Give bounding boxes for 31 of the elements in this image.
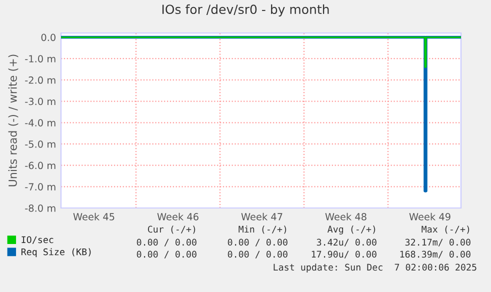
chart-title: IOs for /dev/sr0 - by month [162, 4, 329, 16]
y-tick-label: -4.0 m [25, 119, 56, 126]
y-tick-label: -6.0 m [25, 162, 56, 170]
text: 0.00 / 0.00 [136, 238, 196, 246]
y-tick-label: -2.0 m [25, 76, 56, 84]
text: Avg (-/+) [328, 226, 376, 234]
legend-label: IO/sec [22, 236, 54, 244]
y-tick-label: 0.0 [41, 34, 56, 42]
text: 0.00 / 0.00 [228, 238, 288, 246]
text: 168.39m/ 0.00 [400, 250, 470, 258]
x-tick-label: Week 47 [241, 212, 282, 220]
text: 0.00 / 0.00 [228, 250, 288, 258]
y-tick-label: -8.0 m [25, 204, 56, 212]
legend-label: Req Size (KB) [21, 248, 91, 258]
x-tick-label: Week 49 [409, 212, 450, 220]
text: Last update: Sun Dec 7 02:00:06 2025 [274, 264, 476, 272]
text: Min (-/+) [238, 226, 286, 234]
y-axis-title: Units read (-) / write (+) [8, 54, 18, 186]
text: Cur (-/+) [148, 226, 196, 234]
y-tick-label: -1.0 m [25, 55, 56, 62]
y-tick-label: -3.0 m [25, 98, 56, 106]
x-tick-label: Week 46 [157, 212, 198, 220]
y-tick-label: -5.0 m [25, 140, 56, 148]
y-tick-label: -7.0 m [25, 183, 56, 190]
text: 17.90u/ 0.00 [312, 250, 376, 258]
x-tick-label: Week 48 [325, 212, 366, 220]
text: Max (-/+) [422, 226, 470, 234]
x-tick-label: Week 45 [73, 212, 114, 220]
text: 3.42u/ 0.00 [316, 238, 376, 246]
text: 0.00 / 0.00 [136, 250, 196, 258]
text: 32.17m/ 0.00 [405, 238, 470, 246]
